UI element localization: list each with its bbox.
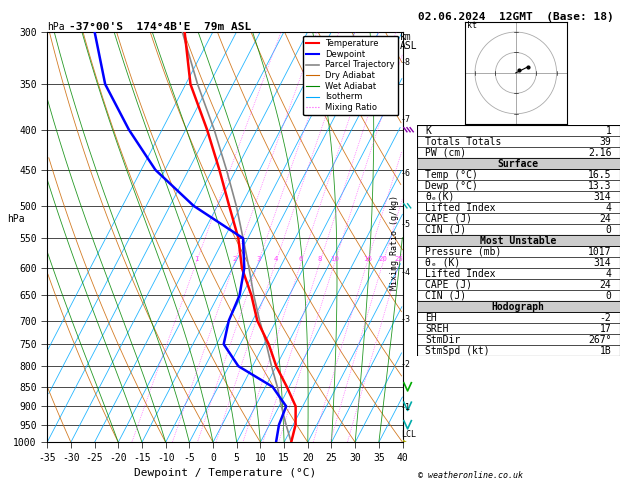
Text: SREH: SREH — [425, 324, 448, 334]
Text: EH: EH — [425, 313, 437, 323]
Text: Lifted Index: Lifted Index — [425, 269, 496, 279]
Text: -6: -6 — [401, 169, 411, 178]
Text: LCL: LCL — [401, 430, 416, 439]
Text: 0: 0 — [606, 291, 611, 301]
Text: 02.06.2024  12GMT  (Base: 18): 02.06.2024 12GMT (Base: 18) — [418, 12, 614, 22]
Text: -7: -7 — [401, 115, 411, 124]
Text: 4: 4 — [606, 203, 611, 213]
Text: ASL: ASL — [400, 41, 418, 52]
Legend: Temperature, Dewpoint, Parcel Trajectory, Dry Adiabat, Wet Adiabat, Isotherm, Mi: Temperature, Dewpoint, Parcel Trajectory… — [303, 36, 398, 115]
Text: Totals Totals: Totals Totals — [425, 137, 501, 147]
Text: -2: -2 — [401, 360, 411, 368]
Text: StmDir: StmDir — [425, 335, 460, 345]
Text: PW (cm): PW (cm) — [425, 148, 466, 158]
Text: 4: 4 — [606, 269, 611, 279]
Text: 1: 1 — [194, 256, 199, 262]
X-axis label: Dewpoint / Temperature (°C): Dewpoint / Temperature (°C) — [134, 468, 316, 478]
Text: 39: 39 — [599, 137, 611, 147]
Text: -2: -2 — [599, 313, 611, 323]
Text: CAPE (J): CAPE (J) — [425, 280, 472, 290]
Text: 267°: 267° — [588, 335, 611, 345]
Text: 2.16: 2.16 — [588, 148, 611, 158]
Text: -8: -8 — [401, 57, 411, 67]
Text: hPa: hPa — [47, 21, 65, 32]
Bar — [417, 301, 620, 312]
Text: Lifted Index: Lifted Index — [425, 203, 496, 213]
Text: 20: 20 — [379, 256, 387, 262]
Text: StmSpd (kt): StmSpd (kt) — [425, 346, 490, 356]
Text: 314: 314 — [594, 258, 611, 268]
Text: Temp (°C): Temp (°C) — [425, 170, 478, 180]
Text: Hodograph: Hodograph — [492, 302, 545, 312]
Text: -3: -3 — [401, 314, 411, 324]
Text: -1: -1 — [401, 402, 411, 412]
Text: θₑ(K): θₑ(K) — [425, 192, 455, 202]
Text: K: K — [425, 126, 431, 136]
Text: -5: -5 — [401, 220, 411, 229]
Text: 10: 10 — [330, 256, 339, 262]
Text: Dewp (°C): Dewp (°C) — [425, 181, 478, 191]
Text: 4: 4 — [274, 256, 278, 262]
Text: 8: 8 — [318, 256, 322, 262]
Text: 6: 6 — [299, 256, 303, 262]
Text: Mixing Ratio (g/kg): Mixing Ratio (g/kg) — [390, 195, 399, 291]
Text: -4: -4 — [401, 268, 411, 277]
Text: 0: 0 — [606, 225, 611, 235]
Text: 24: 24 — [599, 280, 611, 290]
Text: 17: 17 — [599, 324, 611, 334]
Text: CAPE (J): CAPE (J) — [425, 214, 472, 224]
Text: 1017: 1017 — [588, 247, 611, 257]
Text: 13.3: 13.3 — [588, 181, 611, 191]
Text: 25: 25 — [395, 256, 404, 262]
Text: 2: 2 — [233, 256, 237, 262]
Text: CIN (J): CIN (J) — [425, 225, 466, 235]
Text: 3: 3 — [256, 256, 260, 262]
Text: kt: kt — [467, 21, 477, 30]
Bar — [417, 235, 620, 246]
Text: km: km — [400, 32, 412, 42]
Text: © weatheronline.co.uk: © weatheronline.co.uk — [418, 471, 523, 480]
Bar — [417, 158, 620, 170]
Text: 314: 314 — [594, 192, 611, 202]
Text: θₑ (K): θₑ (K) — [425, 258, 460, 268]
Text: CIN (J): CIN (J) — [425, 291, 466, 301]
Text: Surface: Surface — [498, 159, 539, 169]
Text: -37°00'S  174°4B'E  79m ASL: -37°00'S 174°4B'E 79m ASL — [69, 22, 252, 32]
Text: 1B: 1B — [599, 346, 611, 356]
Text: hPa: hPa — [7, 214, 25, 224]
Text: 24: 24 — [599, 214, 611, 224]
Text: Pressure (mb): Pressure (mb) — [425, 247, 501, 257]
Text: 1: 1 — [606, 126, 611, 136]
Text: 16.5: 16.5 — [588, 170, 611, 180]
Text: 16: 16 — [363, 256, 372, 262]
Text: Most Unstable: Most Unstable — [480, 236, 557, 246]
